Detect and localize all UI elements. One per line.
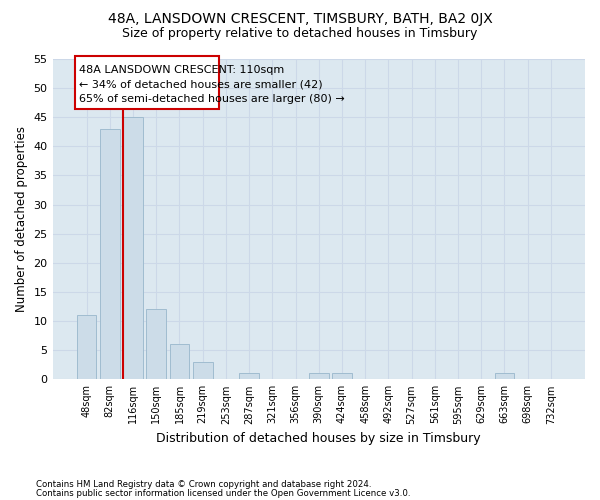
Text: Size of property relative to detached houses in Timsbury: Size of property relative to detached ho… xyxy=(122,28,478,40)
Bar xyxy=(332,374,352,380)
Text: 65% of semi-detached houses are larger (80) →: 65% of semi-detached houses are larger (… xyxy=(79,94,344,104)
Bar xyxy=(146,310,166,380)
Bar xyxy=(123,117,143,380)
Bar xyxy=(309,374,329,380)
Bar xyxy=(193,362,212,380)
Text: 48A, LANSDOWN CRESCENT, TIMSBURY, BATH, BA2 0JX: 48A, LANSDOWN CRESCENT, TIMSBURY, BATH, … xyxy=(107,12,493,26)
Bar xyxy=(494,374,514,380)
Text: 48A LANSDOWN CRESCENT: 110sqm: 48A LANSDOWN CRESCENT: 110sqm xyxy=(79,65,284,75)
Text: Contains HM Land Registry data © Crown copyright and database right 2024.: Contains HM Land Registry data © Crown c… xyxy=(36,480,371,489)
Bar xyxy=(77,315,97,380)
Text: ← 34% of detached houses are smaller (42): ← 34% of detached houses are smaller (42… xyxy=(79,80,323,90)
FancyBboxPatch shape xyxy=(76,56,220,108)
Bar xyxy=(170,344,190,380)
X-axis label: Distribution of detached houses by size in Timsbury: Distribution of detached houses by size … xyxy=(157,432,481,445)
Bar xyxy=(100,129,119,380)
Y-axis label: Number of detached properties: Number of detached properties xyxy=(15,126,28,312)
Bar xyxy=(239,374,259,380)
Text: Contains public sector information licensed under the Open Government Licence v3: Contains public sector information licen… xyxy=(36,489,410,498)
